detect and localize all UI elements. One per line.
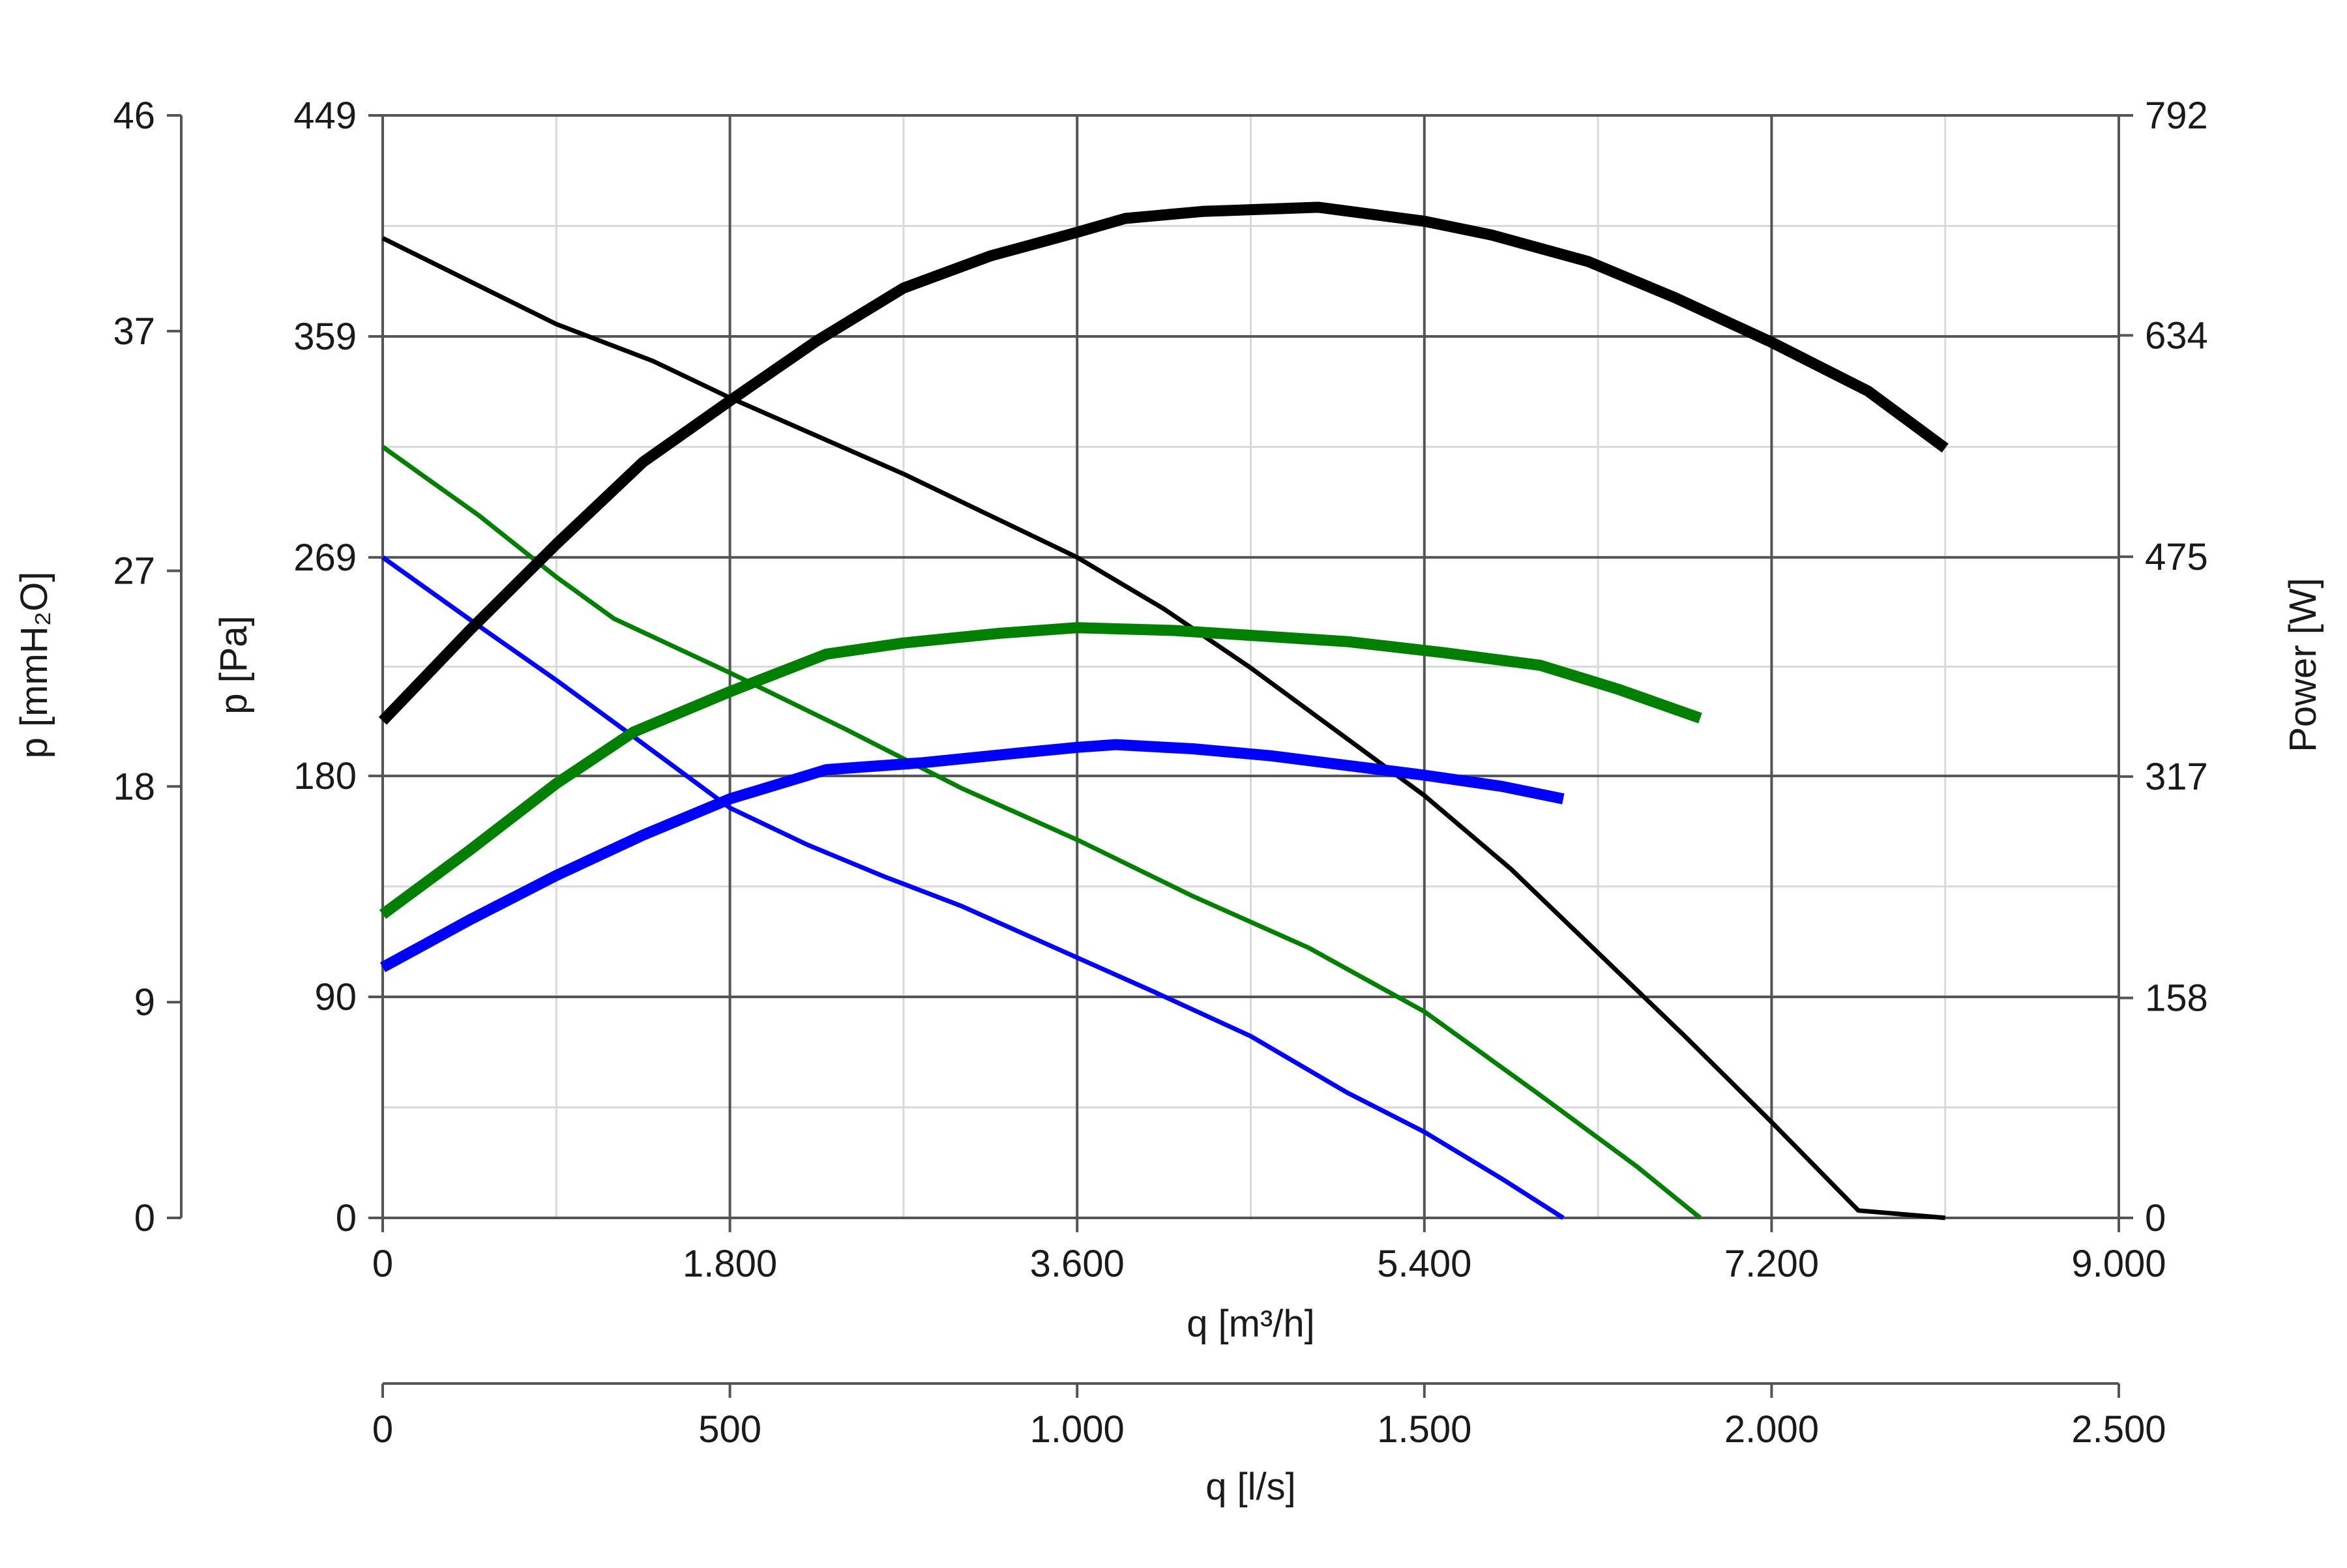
flow-m3h-tick-label: 7.200 xyxy=(1724,1243,1819,1285)
power-tick-label: 792 xyxy=(2145,95,2208,137)
mmh2o-tick-label: 46 xyxy=(113,95,155,137)
power-tick-label: 634 xyxy=(2145,314,2208,357)
flow-m3h-tick-label: 3.600 xyxy=(1030,1243,1125,1285)
power-curve-3 xyxy=(378,201,1949,725)
mmh2o-tick-label: 0 xyxy=(134,1197,155,1239)
power-tick-label: 317 xyxy=(2145,756,2208,798)
pressure-tick-label: 90 xyxy=(314,976,357,1018)
mmh2o-tick-label: 27 xyxy=(113,550,155,592)
pressure-tick-label: 0 xyxy=(336,1197,357,1239)
mmh2o-tick-label: 37 xyxy=(113,310,155,353)
pressure-curve-1 xyxy=(381,445,1702,1220)
flow-m3h-tick-label: 5.400 xyxy=(1377,1243,1471,1285)
pressure-curve-2 xyxy=(381,555,1565,1220)
flow-ls-axis-title: q [l/s] xyxy=(1205,1466,1296,1508)
power-curve-4 xyxy=(379,622,1702,919)
power-axis-title: Power [W] xyxy=(2282,578,2324,752)
flow-m3h-axis-title: q [m³/h] xyxy=(1187,1303,1315,1345)
flow-ls-tick-label: 2.500 xyxy=(2071,1408,2166,1451)
mmh2o-axis-title: p [mmH₂O] xyxy=(13,572,55,759)
flow-m3h-tick-label: 9.000 xyxy=(2071,1243,2166,1285)
mmh2o-tick-label: 18 xyxy=(113,765,155,808)
flow-ls-tick-label: 1.500 xyxy=(1377,1408,1471,1451)
power-tick-label: 158 xyxy=(2145,977,2208,1020)
power-tick-label: 0 xyxy=(2145,1197,2166,1239)
flow-m3h-tick-label: 1.800 xyxy=(683,1243,777,1285)
flow-ls-tick-label: 0 xyxy=(372,1408,393,1451)
flow-ls-tick-label: 500 xyxy=(698,1408,761,1451)
flow-ls-tick-label: 2.000 xyxy=(1724,1408,1819,1451)
mmh2o-tick-label: 9 xyxy=(134,981,155,1024)
pressure-tick-label: 269 xyxy=(293,537,357,579)
pressure-tick-label: 180 xyxy=(293,755,357,797)
flow-ls-tick-label: 1.000 xyxy=(1030,1408,1125,1451)
pressure-axis-title: p [Pa] xyxy=(213,615,255,715)
flow-m3h-tick-label: 0 xyxy=(372,1243,393,1285)
pressure-tick-label: 449 xyxy=(293,95,357,137)
pressure-curve-0 xyxy=(381,236,1945,1220)
pressure-tick-label: 359 xyxy=(293,316,357,358)
power-curve-5 xyxy=(379,739,1565,973)
power-tick-label: 475 xyxy=(2145,536,2208,578)
